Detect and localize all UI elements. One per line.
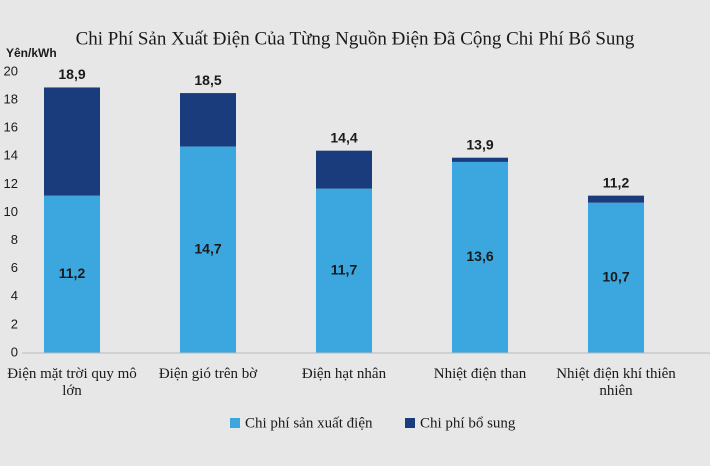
- y-axis-label: Yên/kWh: [6, 46, 57, 60]
- total-label: 18,9: [58, 66, 85, 82]
- total-label: 14,4: [330, 129, 357, 145]
- bar-segment: [588, 202, 644, 353]
- y-tick-label: 0: [11, 344, 18, 359]
- y-tick-label: 20: [4, 63, 18, 78]
- value-label: 10,7: [602, 269, 629, 285]
- bar-segment: [44, 195, 100, 353]
- y-tick-label: 10: [4, 204, 18, 219]
- bar-segment: [44, 87, 100, 196]
- bar-segment: [180, 146, 236, 353]
- value-label: 11,2: [59, 265, 86, 281]
- y-tick-label: 18: [4, 92, 18, 107]
- value-label: 14,7: [194, 240, 221, 256]
- x-tick-label: Điện mặt trời quy mô lớn: [7, 366, 137, 399]
- bar-segment: [316, 150, 372, 189]
- total-label: 11,2: [603, 174, 630, 190]
- y-tick-label: 12: [4, 176, 18, 191]
- x-tick-label: Điện gió trên bờ: [158, 366, 258, 382]
- bar-segment: [452, 157, 508, 162]
- bar-segment: [452, 161, 508, 353]
- y-tick-label: 6: [11, 260, 18, 275]
- legend-label: Chi phí bổ sung: [420, 415, 516, 431]
- legend-swatch: [405, 418, 415, 428]
- y-tick-label: 4: [11, 288, 18, 303]
- x-tick-label: Điện hạt nhân: [301, 366, 387, 382]
- bar-segment: [588, 195, 644, 203]
- x-tick-label: Nhiệt điện khí thiên nhiên: [556, 366, 676, 399]
- y-tick-label: 2: [11, 316, 18, 331]
- value-label: 11,7: [331, 262, 358, 278]
- bar-segment: [180, 93, 236, 147]
- y-tick-label: 14: [4, 148, 18, 163]
- x-tick-label: Nhiệt điện than: [433, 366, 527, 382]
- y-tick-label: 8: [11, 232, 18, 247]
- y-tick-label: 16: [4, 120, 18, 135]
- chart-title: Chi Phí Sản Xuất Điện Của Từng Nguồn Điệ…: [76, 28, 635, 49]
- value-label: 13,6: [466, 248, 493, 264]
- bar-segment: [316, 188, 372, 353]
- total-label: 13,9: [466, 136, 493, 152]
- legend-label: Chi phí sản xuất điện: [245, 415, 373, 431]
- legend-swatch: [230, 418, 240, 428]
- total-label: 18,5: [194, 72, 221, 88]
